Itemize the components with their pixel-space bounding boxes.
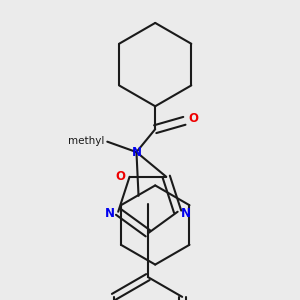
Text: methyl: methyl bbox=[68, 136, 104, 146]
Text: N: N bbox=[105, 207, 115, 220]
Text: O: O bbox=[188, 112, 199, 125]
Text: N: N bbox=[181, 207, 191, 220]
Text: O: O bbox=[116, 170, 125, 183]
Text: N: N bbox=[131, 146, 142, 159]
